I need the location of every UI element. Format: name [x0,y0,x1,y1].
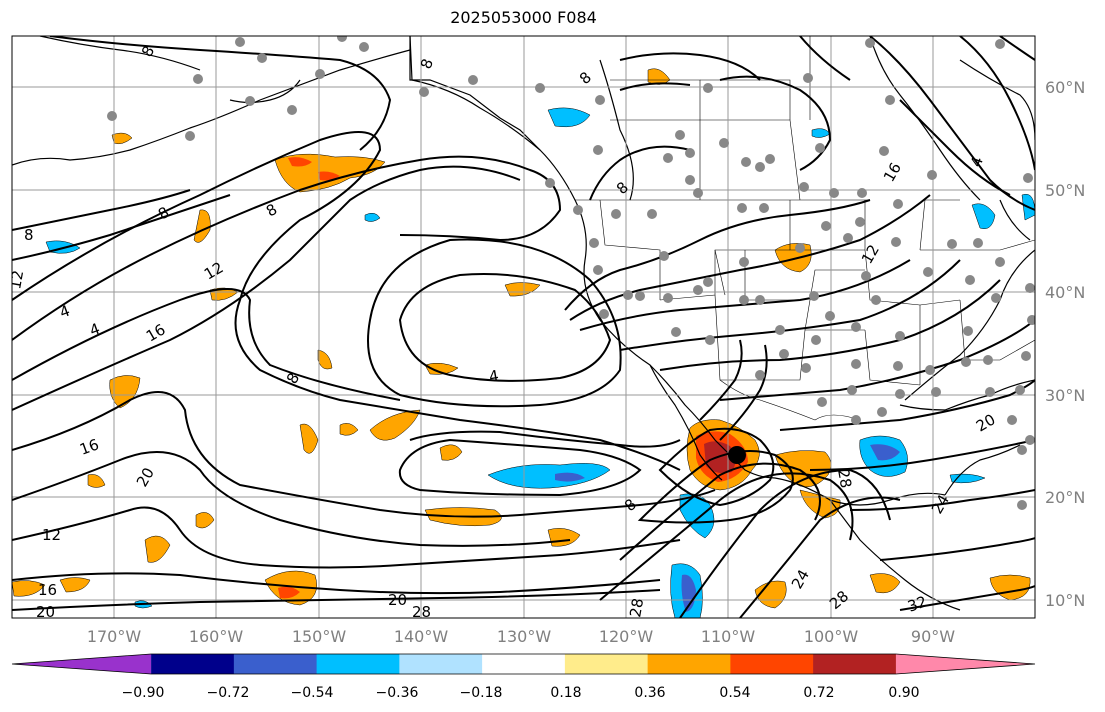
longitude-label: 130°W [497,627,552,646]
colorbar-segment [730,654,814,674]
contour-layer [12,36,1035,618]
latitude-label: 60°N [1045,78,1085,97]
colorbar-segment [151,654,235,674]
colorbar-segment [233,654,318,674]
colorbar-outline [11,653,1036,675]
map-frame [11,35,1036,619]
colorbar-tick-label: 0.36 [634,685,665,701]
station-dots [107,36,1035,510]
colorbar-tick-label: 0.54 [719,685,750,701]
colorbar-tick-label: −0.36 [376,685,419,701]
colorbar-segment [316,654,400,674]
colorbar-tick-label: −0.54 [291,685,334,701]
longitude-label: 90°W [911,627,955,646]
longitude-label: 160°W [189,627,244,646]
longitude-label: 120°W [599,627,654,646]
shading-layer [12,68,1035,618]
contour-label: 28 [834,468,855,490]
contour-label: 20 [36,603,55,621]
colorbar-tick-label: 0.18 [550,685,581,701]
colorbar-extend-min [12,654,152,674]
colorbar-tick-label: −0.18 [460,685,503,701]
longitude-label: 100°W [804,627,859,646]
map-title: 2025053000 F084 [450,8,597,27]
latitude-label: 20°N [1045,488,1085,507]
colorbar-tick-label: 0.72 [803,685,834,701]
colorbar-tick-labels: −0.90 −0.72 −0.54 −0.36 −0.18 0.18 0.36 … [122,685,920,701]
contour-label: 20 [388,591,407,609]
contour-label: 16 [38,581,57,599]
colorbar-tick-label: 0.90 [888,685,919,701]
colorbar-segment [813,654,897,674]
colorbar-segment [564,654,649,674]
longitude-label: 140°W [394,627,449,646]
contour-label: 12 [42,526,61,544]
colorbar-segment [647,654,731,674]
latitude-label: 30°N [1045,386,1085,405]
latitude-label: 40°N [1045,283,1085,302]
latitude-labels: 60°N 50°N 40°N 30°N 20°N 10°N [1045,78,1085,610]
contour-label: 28 [412,603,431,621]
contour-label: 28 [626,597,647,619]
latitude-label: 10°N [1045,591,1085,610]
contour-label: 4 [488,367,501,386]
colorbar-extend-max [895,654,1035,674]
colorbar-segment [482,654,566,674]
longitude-label: 170°W [87,627,142,646]
contour-label: 32 [905,592,929,615]
contour-label: 12 [6,269,27,291]
longitude-label: 150°W [292,627,347,646]
colorbar-segment [399,654,483,674]
colorbar [11,653,1036,675]
contour-label: 8 [24,226,34,244]
storm-center-dot [728,446,746,464]
latitude-label: 50°N [1045,181,1085,200]
contour-label: 16 [77,435,101,458]
longitude-label: 110°W [701,627,756,646]
colorbar-tick-label: −0.90 [122,685,165,701]
colorbar-tick-label: −0.72 [207,685,250,701]
longitude-labels: 170°W 160°W 150°W 140°W 130°W 120°W 110°… [87,627,955,646]
